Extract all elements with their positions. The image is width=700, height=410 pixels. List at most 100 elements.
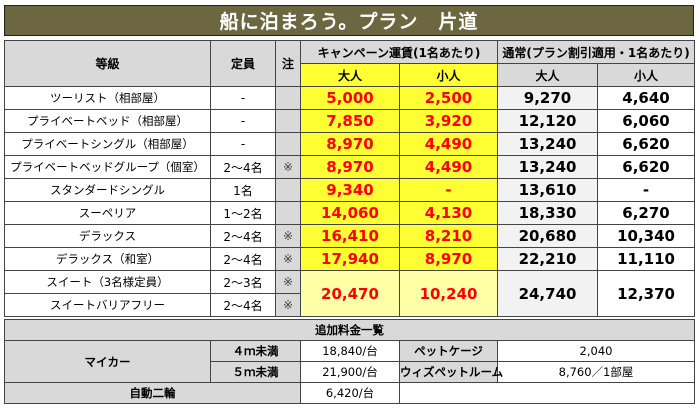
regular-child-fare: 6,620: [597, 132, 696, 156]
class-name: スタンダードシングル: [4, 178, 211, 202]
empty-cell: [399, 382, 695, 404]
motorcycle-price: 6,420/台: [300, 382, 400, 404]
campaign-adult-fare: 8,970: [300, 132, 400, 156]
capacity-cell: 2～4名: [210, 155, 276, 179]
regular-adult-fare: 22,210: [497, 247, 599, 271]
campaign-adult-fare: 17,940: [300, 247, 400, 271]
regular-child-fare: 6,270: [597, 201, 696, 225]
header-campaign-child: 小人: [398, 63, 499, 87]
class-name: デラックス（和室）: [4, 247, 211, 271]
campaign-child-fare: 8,970: [398, 247, 499, 271]
extra-row-car-4m: マイカー ４ｍ未満 18,840/台 ペットケージ 2,040: [4, 340, 695, 383]
campaign-adult-fare: 9,340: [300, 178, 400, 202]
capacity-cell: 1～2名: [210, 201, 276, 225]
note-mark: [275, 109, 301, 133]
extra-title-row: 追加料金一覧: [4, 319, 695, 341]
campaign-child-fare: 2,500: [398, 86, 499, 110]
capacity-cell: -: [210, 132, 276, 156]
regular-adult-fare: 20,680: [497, 224, 599, 248]
car-under-4m-label: ４ｍ未満: [210, 340, 301, 362]
class-name: プライベートベッドグループ（個室）: [4, 155, 211, 179]
header-class: 等級: [4, 40, 211, 87]
capacity-cell: -: [210, 109, 276, 133]
extra-row-car-5m: ５ｍ未満 21,900/台 ウィズペットルーム 8,760／1部屋: [5, 361, 695, 383]
note-mark: [275, 86, 301, 110]
car-under-5m-label: ５ｍ未満: [210, 361, 301, 383]
table-row: ツーリスト（相部屋） -5,000 2,500 9,270 4,640: [4, 86, 696, 110]
campaign-adult-fare: 7,850: [300, 109, 400, 133]
header-campaign: キャンペーン運賃(1名あたり): [299, 40, 499, 64]
class-name: プライベートベッド（相部屋）: [4, 109, 211, 133]
table-row: スタンダードシングル 1名 9,340-13,610-: [4, 178, 696, 202]
table-row: スーペリア 1～2名 14,060 4,130 18,330 6,270: [4, 201, 696, 225]
header-regular-adult: 大人: [497, 63, 599, 87]
with-pet-room-price: 8,760／1部屋: [497, 361, 695, 383]
car-under-5m-price: 21,900/台: [300, 361, 400, 383]
table-row: プライベートシングル（相部屋） -8,970 4,490 13,240 6,620: [4, 132, 696, 156]
car-label: マイカー: [4, 340, 211, 383]
regular-child-fare: 6,060: [597, 109, 696, 133]
class-name: スイート（3名様定員）: [4, 270, 211, 294]
campaign-adult-fare: 20,470: [300, 270, 400, 317]
campaign-child-fare: -: [398, 178, 499, 202]
regular-adult-fare: 12,120: [497, 109, 599, 133]
capacity-cell: 2～3名: [210, 270, 276, 294]
header-campaign-adult: 大人: [300, 63, 400, 87]
with-pet-room-label: ウィズペットルーム: [399, 361, 503, 383]
class-name: プライベートシングル（相部屋）: [4, 132, 211, 156]
class-name: デラックス: [4, 224, 211, 248]
class-name: スイートバリアフリー: [4, 293, 211, 317]
campaign-adult-fare: 14,060: [300, 201, 400, 225]
pet-cage-label: ペットケージ: [399, 340, 498, 362]
table-row: デラックス（和室） 2～4名 ※ 17,940 8,970 22,210 11,110: [4, 247, 696, 271]
regular-adult-fare: 13,610: [497, 178, 599, 202]
class-name: ツーリスト（相部屋）: [4, 86, 211, 110]
header-note: 注: [275, 40, 301, 87]
note-mark: ※: [275, 224, 301, 248]
extra-fee-table: 追加料金一覧 マイカー ４ｍ未満 18,840/台 ペットケージ 2,040 ５…: [4, 319, 695, 404]
pet-cage-price: 2,040: [497, 340, 695, 362]
regular-child-fare: 11,110: [597, 247, 696, 271]
campaign-child-fare: 4,490: [398, 132, 499, 156]
note-mark: [275, 178, 301, 202]
car-under-4m-price: 18,840/台: [300, 340, 400, 362]
motorcycle-label: 自動二輪: [4, 382, 301, 404]
fare-table: 等級 定員 注 キャンペーン運賃(1名あたり) 通常(プラン割引適用・1名あたり…: [4, 40, 696, 317]
campaign-child-fare: 8,210: [398, 224, 499, 248]
note-mark: ※: [275, 270, 301, 294]
table-row: プライベートベッド（相部屋） -7,850 3,920 12,120 6,060: [4, 109, 696, 133]
header-regular-child: 小人: [597, 63, 696, 87]
regular-adult-fare: 13,240: [497, 155, 599, 179]
table-row-suite-1: スイート（3名様定員） 2～3名 ※ 20,470 10,240 24,740 …: [4, 270, 696, 317]
header-regular: 通常(プラン割引適用・1名あたり): [497, 40, 696, 64]
table-row-suite-2: スイートバリアフリー 2～4名 ※: [4, 293, 695, 317]
campaign-adult-fare: 5,000: [300, 86, 400, 110]
regular-child-fare: 4,640: [597, 86, 696, 110]
capacity-cell: 2～4名: [210, 224, 276, 248]
regular-adult-fare: 24,740: [497, 270, 599, 317]
regular-child-fare: -: [597, 178, 696, 202]
capacity-cell: 1名: [210, 178, 276, 202]
note-mark: [275, 201, 301, 225]
regular-adult-fare: 13,240: [497, 132, 599, 156]
note-mark: [275, 132, 301, 156]
regular-child-fare: 6,620: [597, 155, 696, 179]
regular-adult-fare: 18,330: [497, 201, 599, 225]
note-mark: ※: [275, 293, 301, 317]
campaign-child-fare: 4,130: [398, 201, 499, 225]
table-row: デラックス 2～4名 ※ 16,410 8,210 20,680 10,340: [4, 224, 696, 248]
regular-child-fare: 12,370: [597, 270, 696, 317]
header-capacity: 定員: [210, 40, 276, 87]
header-row-2: 大人 小人 大人 小人: [5, 63, 696, 87]
capacity-cell: 2～4名: [210, 293, 276, 317]
regular-adult-fare: 9,270: [497, 86, 599, 110]
regular-child-fare: 10,340: [597, 224, 696, 248]
capacity-cell: -: [210, 86, 276, 110]
table-row: プライベートベッドグループ（個室） 2～4名 ※ 8,970 4,490 13,240 6,…: [4, 155, 696, 179]
campaign-child-fare: 10,240: [398, 270, 499, 317]
campaign-child-fare: 3,920: [398, 109, 499, 133]
campaign-adult-fare: 8,970: [300, 155, 400, 179]
capacity-cell: 2～4名: [210, 247, 276, 271]
campaign-adult-fare: 16,410: [300, 224, 400, 248]
